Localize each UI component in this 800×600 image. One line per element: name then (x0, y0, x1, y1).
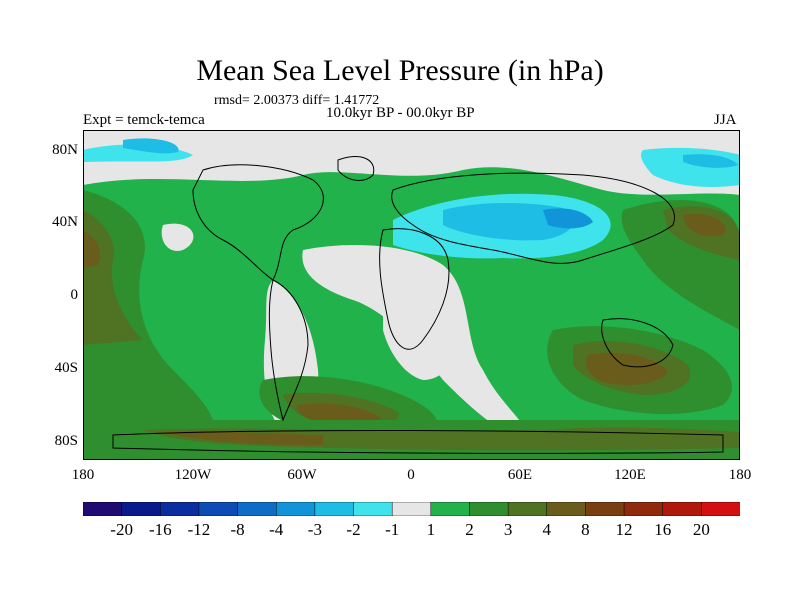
colorbar-box (469, 502, 509, 516)
colorbar-label: -4 (269, 520, 284, 539)
colorbar-label: -2 (346, 520, 361, 539)
north-pacific-neutral (161, 223, 194, 251)
pressure-map (83, 130, 740, 460)
lat-label-80n: 80N (52, 142, 78, 158)
arctic-lightblue-west (123, 138, 179, 154)
stats-text: rmsd= 2.00373 diff= 1.41772 (214, 93, 380, 108)
lon-label-180w: 180 (71, 467, 95, 483)
colorbar-label: 20 (692, 520, 710, 539)
arctic-neutral (83, 150, 740, 177)
australia-outline (601, 318, 674, 368)
lon-label-120e: 120E (614, 467, 646, 483)
colorbar-label: 16 (654, 520, 672, 539)
colorbar-label: 8 (581, 520, 590, 539)
lat-label-0: 0 (70, 287, 79, 303)
colorbar-box (275, 502, 316, 516)
antarctica-outline (112, 429, 724, 454)
west-pacific-olive (83, 210, 143, 345)
lon-label-60e: 60E (507, 467, 533, 483)
east-pacific-brown (683, 214, 726, 237)
colorbar-label: -12 (187, 520, 211, 539)
lat-label-80s: 80S (54, 433, 78, 449)
colorbar-label: 12 (615, 520, 633, 539)
colorbar-box (430, 502, 471, 516)
lon-label-60w: 60W (287, 467, 317, 483)
colorbar-box (701, 502, 740, 516)
colorbar-box (83, 502, 123, 516)
indian-ocean-brown (586, 352, 668, 385)
colorbar-label: -1 (385, 520, 400, 539)
colorbar-box (237, 502, 277, 516)
colorbar-box (121, 502, 162, 516)
southern-ocean-brown (163, 431, 323, 446)
colorbar-box (160, 502, 200, 516)
colorbar-box (546, 502, 587, 516)
colorbar-label: 1 (426, 520, 436, 539)
experiment-label: Expt = temck-temca (83, 112, 205, 128)
eurasia-outline (391, 172, 675, 264)
north-america-outline (192, 164, 324, 281)
colorbar-box (314, 502, 355, 516)
colorbar-box (623, 502, 664, 516)
colorbar-box (585, 502, 625, 516)
lon-label-180e: 180 (728, 467, 752, 483)
lon-label-0: 0 (407, 467, 415, 483)
south-america-outline (268, 279, 309, 422)
season-label: JJA (714, 112, 737, 128)
lon-label-120w: 120W (174, 467, 212, 483)
colorbar-label: -16 (148, 520, 172, 539)
colorbar-box (662, 502, 703, 516)
colorbar-box (507, 502, 548, 516)
greenland-outline (337, 156, 375, 181)
arctic-lightblue-east (683, 154, 738, 168)
eurasia-blue (543, 208, 593, 229)
colorbar-box (391, 502, 432, 516)
colorbar-label: 3 (503, 520, 513, 539)
west-pacific-darkgreen (83, 190, 216, 450)
lat-label-40s: 40S (54, 360, 78, 376)
lat-label-40n: 40N (52, 214, 78, 230)
eurasia-lightblue (443, 203, 574, 241)
colorbar-box (198, 502, 239, 516)
map-panel[interactable] (83, 130, 740, 460)
colorbar-label: 4 (542, 520, 552, 539)
plot-title: Mean Sea Level Pressure (in hPa) (196, 54, 604, 87)
west-pacific-brown (83, 230, 100, 268)
africa-outline (379, 228, 450, 350)
colorbar-label: -20 (110, 520, 133, 539)
colorbar (83, 502, 740, 516)
south-atlantic-brown (297, 403, 381, 425)
map-border (83, 130, 740, 460)
colorbar-box (353, 502, 393, 516)
colorbar-label: 2 (465, 520, 474, 539)
colorbar-label: -8 (230, 520, 245, 539)
coastlines (112, 156, 724, 454)
period-label: 10.0kyr BP - 00.0kyr BP (326, 105, 475, 121)
colorbar-label: -3 (307, 520, 322, 539)
